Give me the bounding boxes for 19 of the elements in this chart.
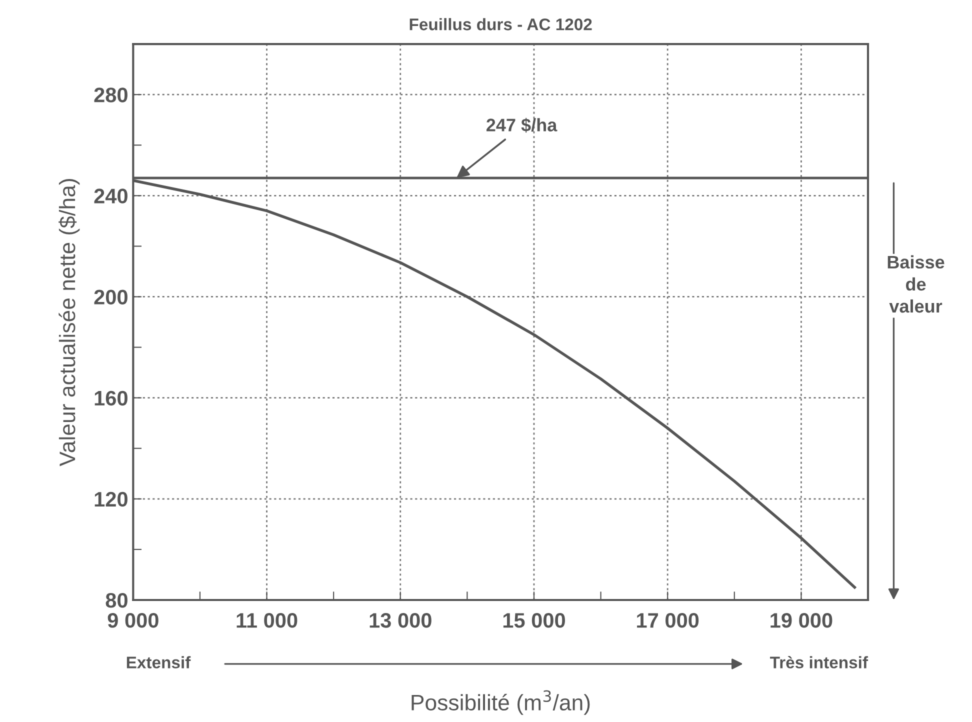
x-tick-label: 11 000 [236,613,298,628]
y-tick-label: 160 [94,390,128,406]
chart-title: Feuillus durs - AC 1202 [410,18,592,30]
x-tick-label: 17 000 [637,613,699,628]
x-tick-label: 9 000 [108,613,158,628]
x-tick-label: 13 000 [370,613,432,628]
text: Très intensif [770,656,868,668]
x-axis-title: Possibilité (m$^{3}$/an) [412,690,590,715]
y-tick-label: 80 [106,592,128,608]
y-tick-label: 240 [94,188,128,204]
y-axis-title: Valeur actualisée nette ($/ha) [58,179,80,466]
ref-line-label: 247 $/ha [486,118,558,133]
y-tick-label: 280 [94,88,128,102]
text: Baisse de valeur [888,255,944,313]
x-tick-label: 19 000 [770,613,832,628]
x-tick-label: 15 000 [503,613,565,628]
y-tick-label: 200 [94,290,128,304]
text: Extensif [126,656,191,668]
y-tick-label: 120 [94,492,128,507]
